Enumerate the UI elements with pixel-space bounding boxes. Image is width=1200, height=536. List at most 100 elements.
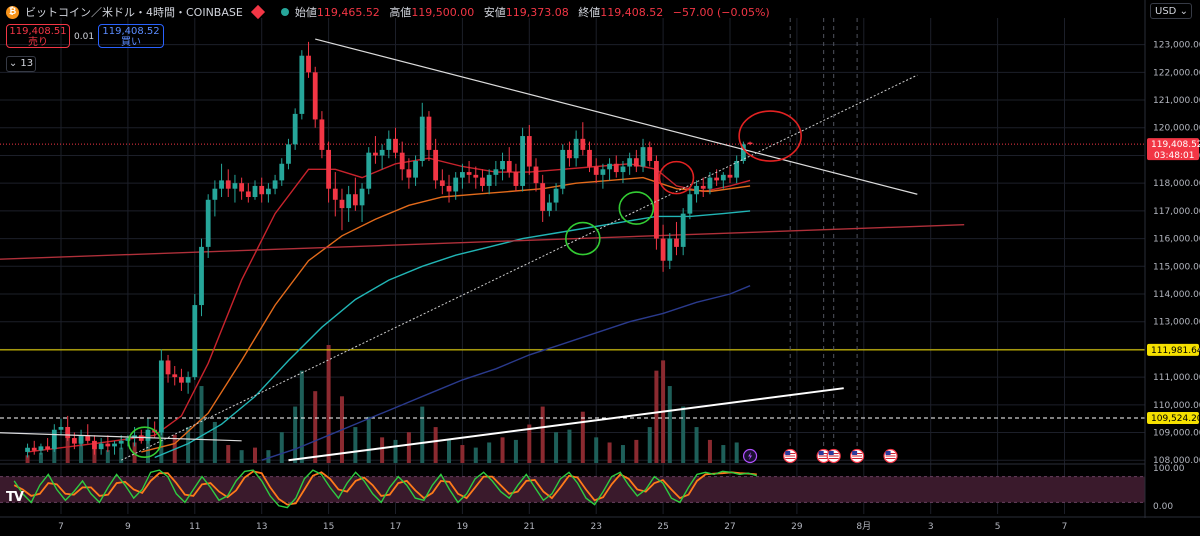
candle-body <box>473 174 479 178</box>
candle-body <box>413 160 418 178</box>
annotation-circle <box>618 191 655 225</box>
volume-bar <box>500 437 505 463</box>
volume-bar <box>607 442 612 463</box>
price-axis-background <box>1145 0 1200 536</box>
volume-bar <box>326 345 331 463</box>
candle-body <box>58 426 64 430</box>
volume-bar <box>293 406 298 463</box>
price-label: 109,524.20 <box>1151 414 1200 424</box>
volume-bar <box>527 424 532 463</box>
x-tick-label: 25 <box>657 522 668 532</box>
annotation-circle <box>658 160 695 195</box>
candle-body <box>339 199 345 209</box>
candle-body <box>25 447 30 452</box>
candle-body <box>232 183 238 189</box>
volume-bar <box>226 445 231 463</box>
volume-bar <box>199 386 204 463</box>
candle-body <box>399 152 405 170</box>
annotation-circle <box>127 426 162 459</box>
indicators-toggle-button[interactable]: ⌄ 13 <box>6 56 36 72</box>
symbol-title[interactable]: ビットコイン／米ドル・4時間・COINBASE <box>25 6 243 19</box>
sell-button[interactable]: 119,408.51 売り <box>6 24 70 48</box>
candle-body <box>707 177 713 189</box>
flag-icon[interactable] <box>250 4 265 20</box>
candle-body <box>252 185 258 198</box>
x-tick-label: 9 <box>125 522 131 532</box>
y-tick-label: 111,000.00 <box>1153 373 1200 383</box>
candle-body <box>694 185 699 195</box>
candle-body <box>513 172 519 186</box>
chevron-down-icon: ⌄ <box>8 58 18 69</box>
candle-body <box>439 180 445 186</box>
bitcoin-icon[interactable]: ₿ <box>6 5 19 19</box>
y-tick-label: 123,000.00 <box>1153 41 1200 51</box>
candle-body <box>700 185 706 189</box>
candle-body <box>31 447 37 451</box>
candle-body <box>205 199 211 247</box>
moving-average-line <box>0 224 965 260</box>
y-tick-label: 114,000.00 <box>1153 290 1200 300</box>
volume-bar <box>554 432 559 463</box>
chevron-down-icon: ⌄ <box>1179 6 1188 17</box>
candle-body <box>600 169 606 175</box>
x-tick-label: 13 <box>256 522 267 532</box>
volume-bar <box>313 391 318 463</box>
moving-average-line <box>141 176 751 453</box>
oscillator-band <box>0 476 1145 503</box>
volume-bar <box>25 455 30 463</box>
candle-body <box>580 138 586 150</box>
volume-bar <box>279 432 284 463</box>
candle-body <box>480 177 485 186</box>
candle-body <box>460 172 465 178</box>
volume-bar <box>212 421 217 463</box>
currency-selector[interactable]: USD ⌄ <box>1150 3 1192 19</box>
x-tick-label: 23 <box>590 522 601 532</box>
candle-body <box>560 149 566 189</box>
tradingview-logo[interactable]: TV <box>6 490 24 505</box>
change-value: −57.00 (−0.05%) <box>672 6 770 19</box>
oscillator-tick-label: 0.00 <box>1153 502 1173 512</box>
x-tick-label: 15 <box>323 522 334 532</box>
close-value: 119,408.52 <box>600 6 664 19</box>
oscillator-k-line <box>13 469 757 509</box>
candle-body <box>265 188 271 195</box>
candle-body <box>118 440 124 444</box>
candle-body <box>65 426 71 439</box>
close-label: 終値 <box>578 6 601 19</box>
buy-button[interactable]: 119,408.52 買い <box>98 24 164 48</box>
candle-body <box>192 305 198 378</box>
volume-bar <box>654 370 659 463</box>
candle-body <box>185 377 191 383</box>
volume-bar <box>353 427 358 463</box>
candle-body <box>373 152 378 156</box>
y-tick-label: 122,000.00 <box>1153 68 1200 78</box>
candle-body <box>379 149 385 156</box>
buy-price: 119,408.52 <box>102 26 160 37</box>
volume-bar <box>79 437 84 463</box>
candle-body <box>125 438 131 441</box>
volume-bar <box>239 450 244 463</box>
candle-body <box>299 55 305 114</box>
candle-body <box>158 360 164 433</box>
volume-bar <box>119 447 124 463</box>
candle-body <box>38 446 44 451</box>
x-tick-label: 29 <box>791 522 803 532</box>
candle-body <box>346 194 352 209</box>
volume-bar <box>299 370 304 463</box>
candle-body <box>654 160 659 239</box>
trend-line <box>315 38 918 195</box>
price-label-box <box>1147 138 1199 161</box>
candle-body <box>105 443 111 447</box>
candle-body <box>433 149 439 181</box>
x-tick-label: 7 <box>1062 522 1068 532</box>
candle-body <box>446 185 452 192</box>
candle-body <box>406 169 412 178</box>
low-label: 安値 <box>483 6 506 19</box>
volume-bar <box>266 450 271 463</box>
candle-body <box>312 72 318 120</box>
volume-bar <box>420 406 425 463</box>
x-tick-label: 21 <box>524 522 535 532</box>
candle-body <box>620 166 626 173</box>
oscillator-tick-label: 100.00 <box>1153 464 1185 474</box>
